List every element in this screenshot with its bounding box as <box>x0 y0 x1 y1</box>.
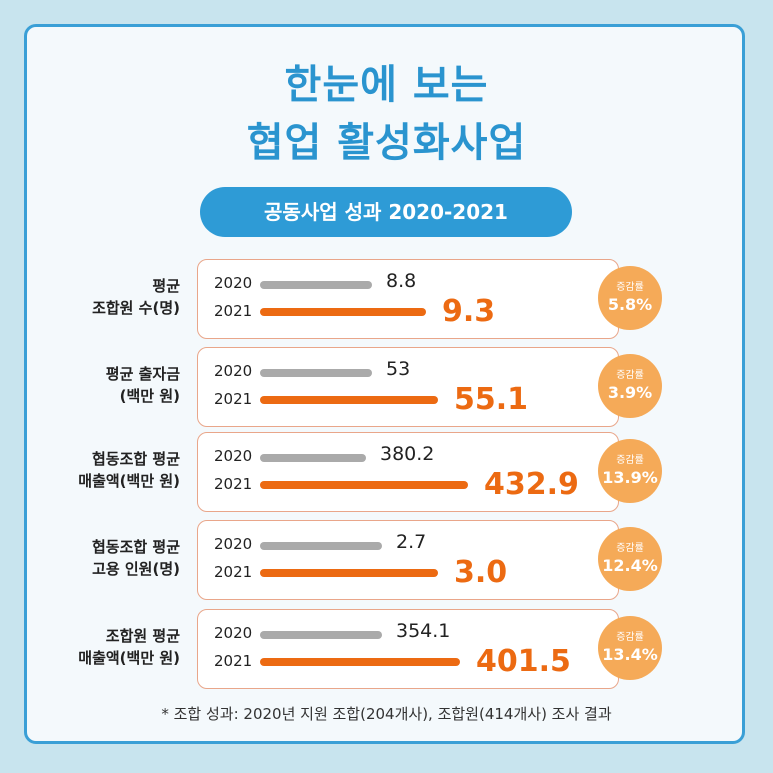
title-line-2: 협업 활성화사업 <box>246 120 527 166</box>
growth-badge-label: 증감률 <box>616 455 644 466</box>
growth-badge-label: 증감률 <box>616 282 644 293</box>
row-label-line1: 조합원 평균 <box>105 627 180 645</box>
year-label-prev: 2020 <box>214 447 253 465</box>
bar-2020 <box>260 542 382 550</box>
year-label-prev: 2020 <box>214 535 253 553</box>
value-2021: 9.3 <box>442 294 496 329</box>
row-label-line1: 협동조합 평균 <box>91 538 180 556</box>
bar-2020 <box>260 631 382 639</box>
growth-badge-value: 12.4% <box>602 556 658 575</box>
year-label-prev: 2020 <box>214 274 253 292</box>
growth-badge-label: 증감률 <box>616 632 644 643</box>
bar-2021 <box>260 308 426 316</box>
row-label-line2: 고용 인원(명) <box>92 560 180 578</box>
growth-badge-label: 증감률 <box>616 543 644 554</box>
metric-row: 2020 2021 53 55.1 <box>197 347 619 427</box>
metric-row: 2020 2021 354.1 401.5 <box>197 609 619 689</box>
growth-badge-label: 증감률 <box>616 370 644 381</box>
bar-2021 <box>260 396 438 404</box>
row-label-line2: (백만 원) <box>119 387 180 405</box>
growth-badge-value: 5.8% <box>607 295 653 314</box>
year-label-cur: 2021 <box>214 652 253 670</box>
growth-badge: 증감률 13.9% <box>598 439 662 503</box>
metric-row: 2020 2021 380.2 432.9 <box>197 432 619 512</box>
bar-2020 <box>260 454 366 462</box>
bar-2021 <box>260 569 438 577</box>
growth-badge: 증감률 5.8% <box>598 266 662 330</box>
period-banner: 공동사업 성과 2020-2021 <box>200 187 572 237</box>
row-label-line2: 매출액(백만 원) <box>78 649 180 667</box>
value-2021: 3.0 <box>454 555 508 590</box>
value-2020: 53 <box>386 358 411 380</box>
growth-badge-value: 13.4% <box>602 645 658 664</box>
year-label-cur: 2021 <box>214 302 253 320</box>
row-label-line2: 조합원 수(명) <box>92 299 180 317</box>
metric-row: 2020 2021 2.7 3.0 <box>197 520 619 600</box>
bar-2021 <box>260 481 468 489</box>
value-2021: 55.1 <box>454 382 529 417</box>
year-label-cur: 2021 <box>214 475 253 493</box>
row-label: 평균 출자금 (백만 원) <box>40 363 180 407</box>
growth-badge: 증감률 13.4% <box>598 616 662 680</box>
year-label-prev: 2020 <box>214 624 253 642</box>
row-label-line1: 협동조합 평균 <box>91 450 180 468</box>
value-2020: 354.1 <box>396 620 451 642</box>
bar-2021 <box>260 658 460 666</box>
year-label-prev: 2020 <box>214 362 253 380</box>
value-2020: 8.8 <box>386 270 417 292</box>
value-2020: 2.7 <box>396 531 427 553</box>
row-label-line1: 평균 <box>152 277 180 295</box>
year-label-cur: 2021 <box>214 563 253 581</box>
growth-badge: 증감률 12.4% <box>598 527 662 591</box>
bar-2020 <box>260 369 372 377</box>
growth-badge-value: 3.9% <box>607 383 653 402</box>
bar-2020 <box>260 281 372 289</box>
row-label-line1: 평균 출자금 <box>105 365 180 383</box>
growth-badge-value: 13.9% <box>602 468 658 487</box>
footnote: * 조합 성과: 2020년 지원 조합(204개사), 조합원(414개사) … <box>161 705 612 723</box>
value-2021: 401.5 <box>476 644 571 679</box>
value-2021: 432.9 <box>484 467 579 502</box>
year-label-cur: 2021 <box>214 390 253 408</box>
value-2020: 380.2 <box>380 443 435 465</box>
growth-badge: 증감률 3.9% <box>598 354 662 418</box>
row-label-line2: 매출액(백만 원) <box>78 472 180 490</box>
title-line-1: 한눈에 보는 <box>284 62 489 108</box>
metric-row: 2020 2021 8.8 9.3 <box>197 259 619 339</box>
